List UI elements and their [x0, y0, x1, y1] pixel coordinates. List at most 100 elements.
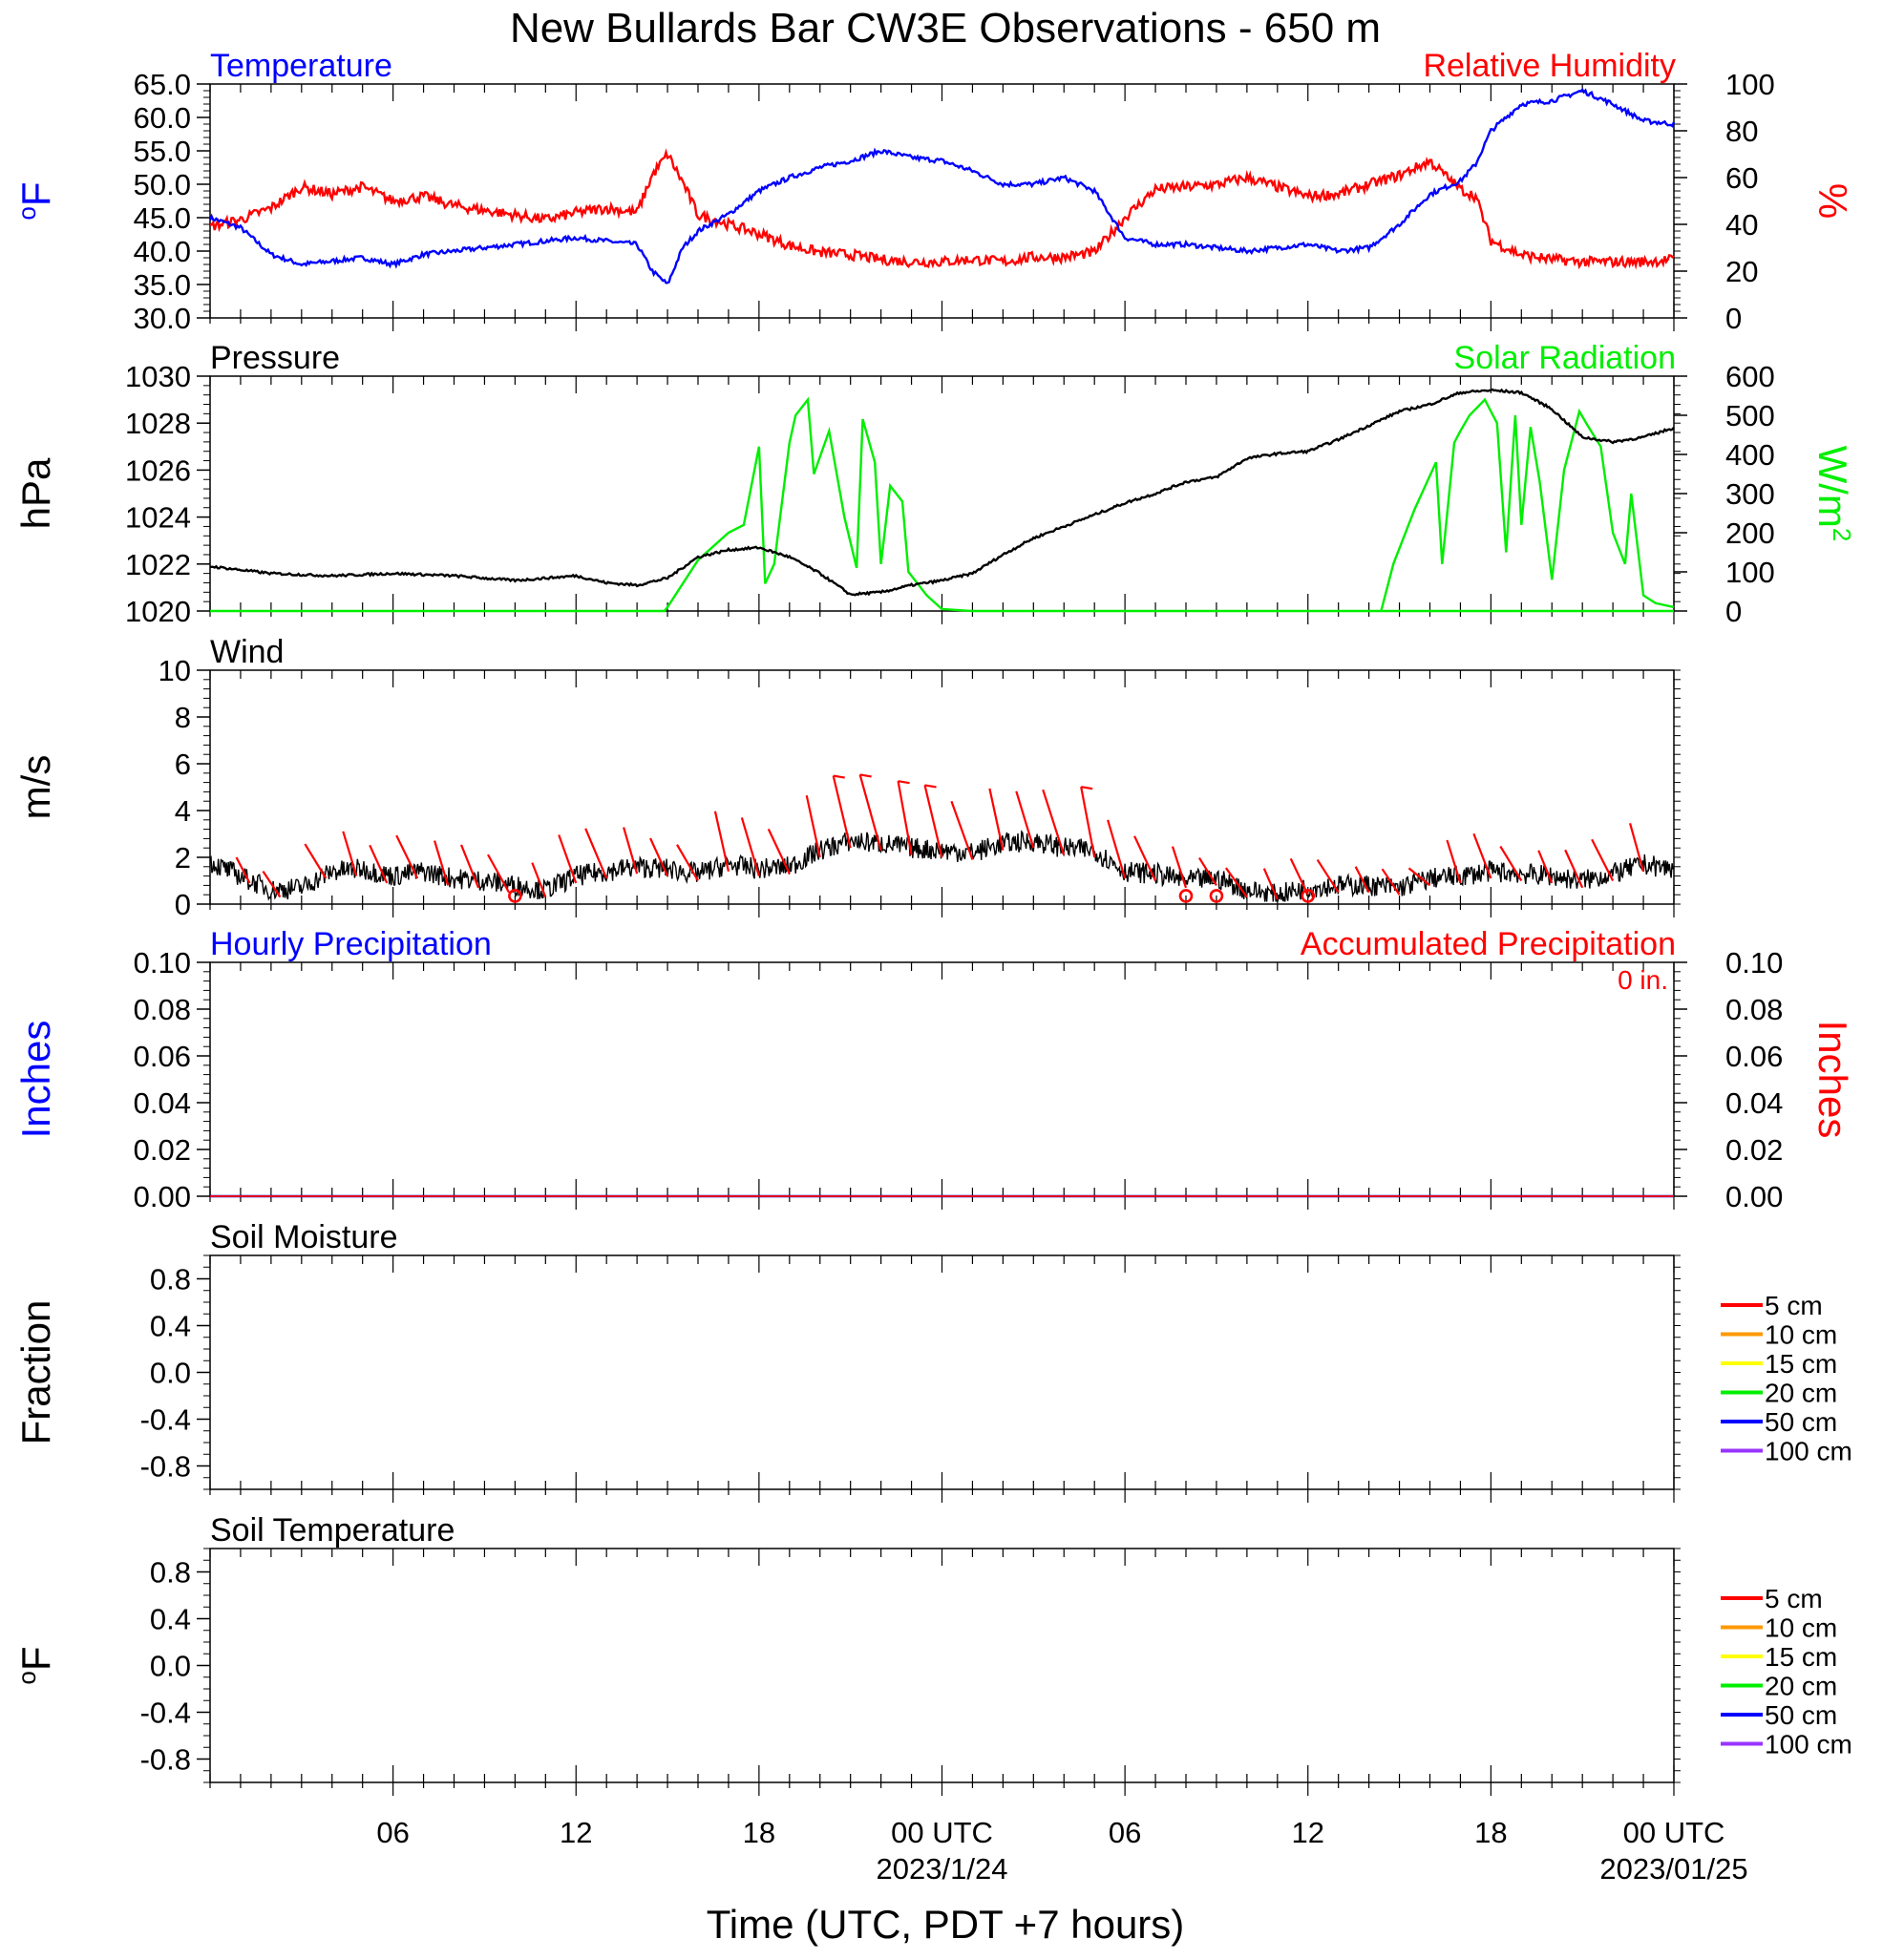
- panel-2: 1030 1028 1026 1024 1022 1020 600 500 400 300 200 1…: [13, 340, 1856, 628]
- y-tick-label-left: 50.0: [134, 168, 191, 201]
- y-tick-label-left: -0.4: [140, 1697, 191, 1730]
- y-tick-label-left: 1024: [125, 501, 191, 535]
- wind-barb: [1224, 867, 1248, 898]
- y-tick-label-right: 0: [1725, 595, 1742, 628]
- y-tick-label-left: 40.0: [134, 235, 191, 268]
- wind-barb: [1316, 858, 1340, 894]
- y-axis-title-left: oF: [12, 1646, 58, 1684]
- legend-label: 10 cm: [1765, 1320, 1837, 1350]
- y-tick-label-left: 0.0: [150, 1357, 191, 1390]
- y-tick-label-right: 0.02: [1725, 1133, 1783, 1167]
- wind-barb: [713, 811, 730, 872]
- wind-barb: [395, 834, 419, 879]
- y-tick-label-left: -0.8: [140, 1450, 191, 1484]
- series-temperature: [208, 87, 1676, 285]
- plot-frame: [209, 375, 1675, 612]
- wind-barb: [858, 774, 882, 851]
- y-tick-label-right: 100: [1725, 556, 1775, 589]
- y-tick-label-left: 55.0: [134, 135, 191, 168]
- x-tick-label: 18: [1474, 1816, 1507, 1849]
- y-tick-label-left: 30.0: [134, 302, 191, 335]
- wind-barb: [1015, 790, 1035, 849]
- wind-barb: [1591, 838, 1615, 881]
- wind-barb: [649, 837, 669, 877]
- y-tick-label-right: 0.04: [1725, 1086, 1783, 1120]
- y-tick-label-left: 0.06: [134, 1040, 191, 1073]
- panel-5: 0.8 0.4 0.0 -0.4 -0.8 Soil Moisture Fraction 5 …: [13, 1219, 1852, 1503]
- y-tick-label-left: 1020: [125, 595, 191, 628]
- wind-barb: [434, 840, 450, 886]
- wind-barb: [1564, 849, 1584, 889]
- y-tick-label-left: -0.4: [140, 1403, 191, 1437]
- wind-barb: [1354, 866, 1370, 894]
- wind-barb: [1499, 845, 1523, 882]
- y-tick-label-left: 1030: [125, 360, 191, 393]
- legend-label: 20 cm: [1765, 1672, 1837, 1701]
- wind-barb: [1537, 850, 1554, 884]
- calm-wind-marker: [1209, 889, 1224, 903]
- wind-barb: [805, 794, 821, 858]
- y-axis-title-left: Inches: [13, 1021, 58, 1139]
- wind-barb: [740, 817, 760, 876]
- calm-wind-marker: [1178, 889, 1194, 903]
- wind-barb: [623, 827, 639, 875]
- x-tick-label: 00 UTC: [1623, 1816, 1725, 1849]
- wind-barb: [235, 856, 251, 884]
- panel-title-left: Hourly Precipitation: [210, 926, 492, 962]
- wind-barb: [584, 828, 608, 879]
- wind-barb: [832, 775, 852, 849]
- x-date-label: 2023/01/25: [1599, 1852, 1747, 1886]
- y-tick-label-left: 0.4: [150, 1603, 191, 1636]
- panel-title-left: Wind: [210, 634, 284, 670]
- y-tick-label-left: 6: [175, 748, 191, 781]
- calm-wind-marker: [508, 889, 522, 903]
- panel-1: 65.060.055.050.045.040.035.030.0 100 80 60 4…: [12, 48, 1855, 335]
- unit-letter: F: [13, 181, 58, 206]
- wind-barb: [1133, 835, 1157, 881]
- panel-title-left: Soil Temperature: [210, 1512, 455, 1549]
- y-tick-label-right: 40: [1725, 208, 1758, 242]
- degree-mark: o: [12, 206, 41, 220]
- y-tick-label-left: 0.8: [150, 1263, 191, 1296]
- wind-barb: [1107, 819, 1127, 879]
- y-tick-label-right: 0.00: [1725, 1180, 1783, 1213]
- unit-exponent: 2: [1828, 528, 1856, 541]
- wind-barb: [1472, 832, 1492, 879]
- panel-title-left: Pressure: [210, 340, 340, 376]
- wind-barb: [1262, 868, 1279, 900]
- y-tick-label-left: 0.10: [134, 946, 191, 980]
- y-tick-label-left: 35.0: [134, 268, 191, 302]
- x-tick-label: 06: [376, 1816, 409, 1849]
- wind-barb: [460, 844, 480, 889]
- plot-frame: [209, 1254, 1675, 1490]
- x-tick-label: 06: [1109, 1816, 1141, 1849]
- y-tick-label-left: 0: [175, 888, 191, 921]
- y-tick-label-right: 0.08: [1725, 993, 1783, 1026]
- wind-barb: [767, 828, 791, 875]
- y-axis-title-right: W/m2: [1810, 446, 1856, 542]
- wind-barb: [558, 834, 578, 884]
- wind-barb: [1381, 868, 1401, 896]
- wind-barb-flag: [859, 773, 872, 778]
- y-tick-label-left: 0.4: [150, 1310, 191, 1343]
- unit-letter: F: [13, 1646, 58, 1671]
- wind-barb: [1446, 839, 1462, 884]
- wind-barb: [1629, 823, 1645, 872]
- wind-barb: [950, 800, 974, 860]
- y-tick-label-left: 4: [175, 794, 191, 828]
- y-axis-title-right: Inches: [1810, 1021, 1855, 1139]
- y-tick-label-left: 65.0: [134, 68, 191, 101]
- wind-barb: [988, 788, 1005, 851]
- y-tick-label-left: 1028: [125, 407, 191, 440]
- y-tick-label-right: 20: [1725, 255, 1758, 288]
- wind-barb: [1080, 786, 1096, 858]
- y-axis-title-left: m/s: [13, 755, 58, 820]
- y-tick-label-left: 0.8: [150, 1556, 191, 1590]
- y-tick-label-right: 100: [1725, 68, 1775, 101]
- panel-title-left: Soil Moisture: [210, 1219, 398, 1255]
- series-pressure: [209, 388, 1675, 597]
- y-tick-label-left: 0.0: [150, 1650, 191, 1683]
